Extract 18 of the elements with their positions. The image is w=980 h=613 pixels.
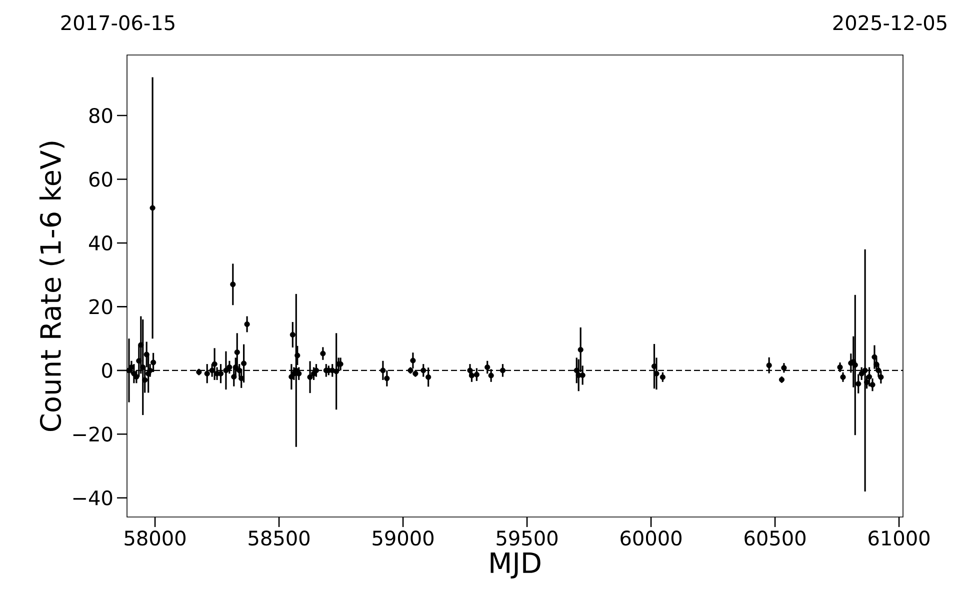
- text: 2025-12-05: [833, 15, 946, 30]
- text: 2017-06-15: [61, 15, 174, 30]
- x-tick-label: 59000: [372, 530, 434, 546]
- x-axis-title: MJD: [490, 552, 540, 579]
- y-tick-label: 0: [102, 362, 112, 378]
- y-tick-label: 60: [89, 172, 112, 187]
- x-tick-label: 59500: [496, 530, 558, 546]
- x-tick-label: 58500: [248, 530, 310, 546]
- x-tick-label: 60500: [744, 530, 806, 546]
- y-tick-label: −40: [73, 490, 112, 506]
- x-tick-label: 58000: [124, 530, 186, 546]
- y-tick-label: 20: [89, 299, 112, 314]
- y-tick-label: 40: [88, 235, 112, 251]
- x-tick-label: 61000: [868, 530, 930, 546]
- y-tick-label: 80: [89, 108, 112, 124]
- y-tick-label: −20: [73, 426, 112, 442]
- x-tick-label: 60000: [620, 530, 682, 546]
- y-axis-title: Count Rate (1-6 keV): [39, 142, 64, 432]
